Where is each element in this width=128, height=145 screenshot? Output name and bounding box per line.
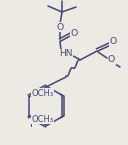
Text: O: O xyxy=(56,22,64,31)
Text: OCH₃: OCH₃ xyxy=(31,115,53,124)
Text: O: O xyxy=(109,38,117,47)
Text: F: F xyxy=(30,119,36,129)
Text: O: O xyxy=(108,56,115,65)
Text: OCH₃: OCH₃ xyxy=(31,88,53,97)
Text: O: O xyxy=(70,29,78,38)
Text: HN: HN xyxy=(59,49,73,58)
